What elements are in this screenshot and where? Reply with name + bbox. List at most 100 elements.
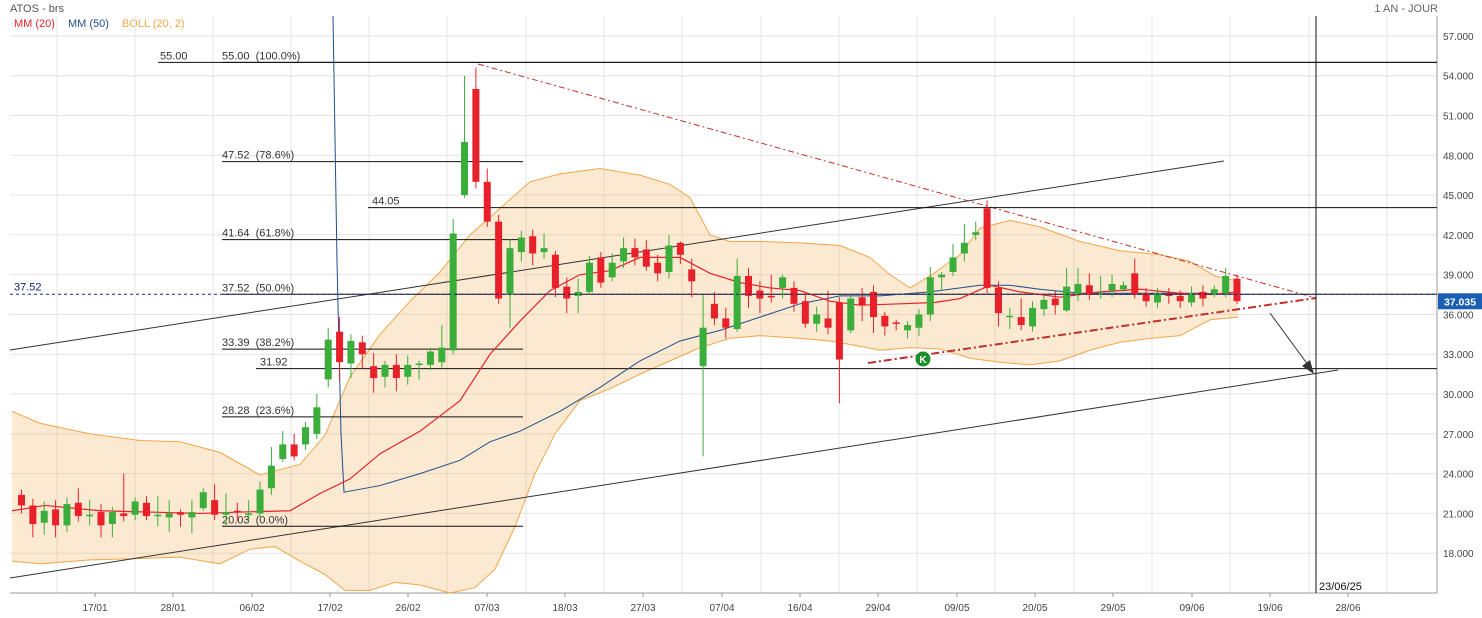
x-tick-label: 20/05 xyxy=(1022,603,1047,614)
resistance-trendline xyxy=(477,63,1317,299)
candle-body xyxy=(40,510,48,523)
channel-lower-trendline xyxy=(9,369,1339,579)
y-tick-label: 18.000 xyxy=(1443,549,1474,560)
candle-body xyxy=(869,291,877,318)
candle-body xyxy=(824,318,832,328)
candle-body xyxy=(699,327,707,367)
candle-body xyxy=(722,318,730,328)
candle-body xyxy=(654,262,662,274)
candle-body xyxy=(449,233,457,351)
candle-body xyxy=(983,208,991,288)
candle-body xyxy=(620,248,628,262)
y-tick-label: 51.000 xyxy=(1443,111,1474,122)
candle-body xyxy=(256,489,264,514)
level-label: 31.92 xyxy=(260,357,288,369)
candle-body xyxy=(1119,285,1127,290)
last-price-label: 37.035 xyxy=(1444,296,1476,308)
candle-body xyxy=(245,513,253,515)
candle-body xyxy=(392,364,400,379)
candle-body xyxy=(1051,298,1059,306)
candle-body xyxy=(1199,291,1207,299)
candle-body xyxy=(483,181,491,222)
period-label[interactable]: 1 AN - JOUR xyxy=(1374,3,1438,15)
y-tick-label: 57.000 xyxy=(1443,32,1474,43)
candle-body xyxy=(688,269,696,282)
projection-arrow-head xyxy=(1302,360,1314,374)
candle-body xyxy=(881,315,889,327)
candle-body xyxy=(847,298,855,331)
candle-body xyxy=(960,242,968,254)
x-tick-label: 28/01 xyxy=(160,603,185,614)
candle-body xyxy=(222,512,230,515)
candle-body xyxy=(415,363,423,366)
y-tick-label: 24.000 xyxy=(1443,470,1474,481)
candle-body xyxy=(1006,315,1014,318)
candle-body xyxy=(949,257,957,273)
candle-body xyxy=(120,513,128,517)
candle-body xyxy=(733,275,741,330)
candle-body xyxy=(381,364,389,377)
candle-body xyxy=(563,286,571,299)
candle-body xyxy=(108,512,116,525)
candle-body xyxy=(267,465,275,489)
candle-body xyxy=(324,339,332,380)
candle-body xyxy=(336,331,344,363)
x-tick-label: 07/03 xyxy=(474,603,499,614)
candle-body xyxy=(1222,275,1230,294)
legend-ma50: MM (50) xyxy=(68,18,109,30)
candle-body xyxy=(358,342,366,355)
x-tick-label: 17/02 xyxy=(317,603,342,614)
candle-body xyxy=(835,302,843,360)
y-tick-label: 33.000 xyxy=(1443,350,1474,361)
candle-body xyxy=(404,364,412,377)
candle-body xyxy=(551,254,559,288)
y-tick-label: 21.000 xyxy=(1443,509,1474,520)
candle-body xyxy=(63,504,71,526)
candle-body xyxy=(1074,283,1082,295)
candle-body xyxy=(313,407,321,434)
candle-body xyxy=(529,236,537,254)
candle-body xyxy=(370,366,378,379)
y-tick-label: 27.000 xyxy=(1443,430,1474,441)
candle-body xyxy=(676,242,684,255)
support-trendline xyxy=(867,297,1317,364)
candle-body xyxy=(211,500,219,515)
x-tick-label: 06/02 xyxy=(239,603,264,614)
candle-body xyxy=(1085,285,1093,295)
candle-body xyxy=(188,512,196,518)
fib-label: 37.52 (50.0%) xyxy=(222,282,294,294)
x-tick-label: 27/03 xyxy=(630,603,655,614)
candle-body xyxy=(461,142,469,196)
candle-body xyxy=(1040,299,1048,310)
left-price-marker: 37.52 xyxy=(14,281,42,293)
candle-body xyxy=(142,502,150,517)
channel-upper-trendline xyxy=(9,160,1225,351)
projection-date-label: 23/06/25 xyxy=(1319,581,1362,593)
candle-body xyxy=(438,347,446,363)
x-tick-label: 29/04 xyxy=(865,603,890,614)
candle-body xyxy=(642,249,650,267)
fib-label: 20.03 (0.0%) xyxy=(222,514,288,526)
candle-body xyxy=(540,248,548,253)
candle-body xyxy=(1233,278,1241,302)
ma20-line xyxy=(11,256,1239,515)
x-tick-label: 07/04 xyxy=(709,603,734,614)
candle-body xyxy=(131,501,139,515)
candle-body xyxy=(472,88,480,182)
candle-body xyxy=(495,221,503,299)
candle-body xyxy=(858,297,866,306)
bollinger-band xyxy=(12,168,1238,594)
candle-body xyxy=(290,444,298,457)
candle-body xyxy=(86,514,94,517)
fib-label: 41.64 (61.8%) xyxy=(222,228,294,240)
candle-body xyxy=(154,514,162,517)
candle-body xyxy=(631,248,639,258)
x-tick-label: 26/02 xyxy=(395,603,420,614)
candle-body xyxy=(347,340,355,364)
candle-body xyxy=(779,277,787,288)
candle-body xyxy=(1029,307,1037,327)
legend-boll: BOLL (20, 2) xyxy=(122,18,185,30)
candle-body xyxy=(97,512,105,526)
candle-body xyxy=(745,275,753,296)
